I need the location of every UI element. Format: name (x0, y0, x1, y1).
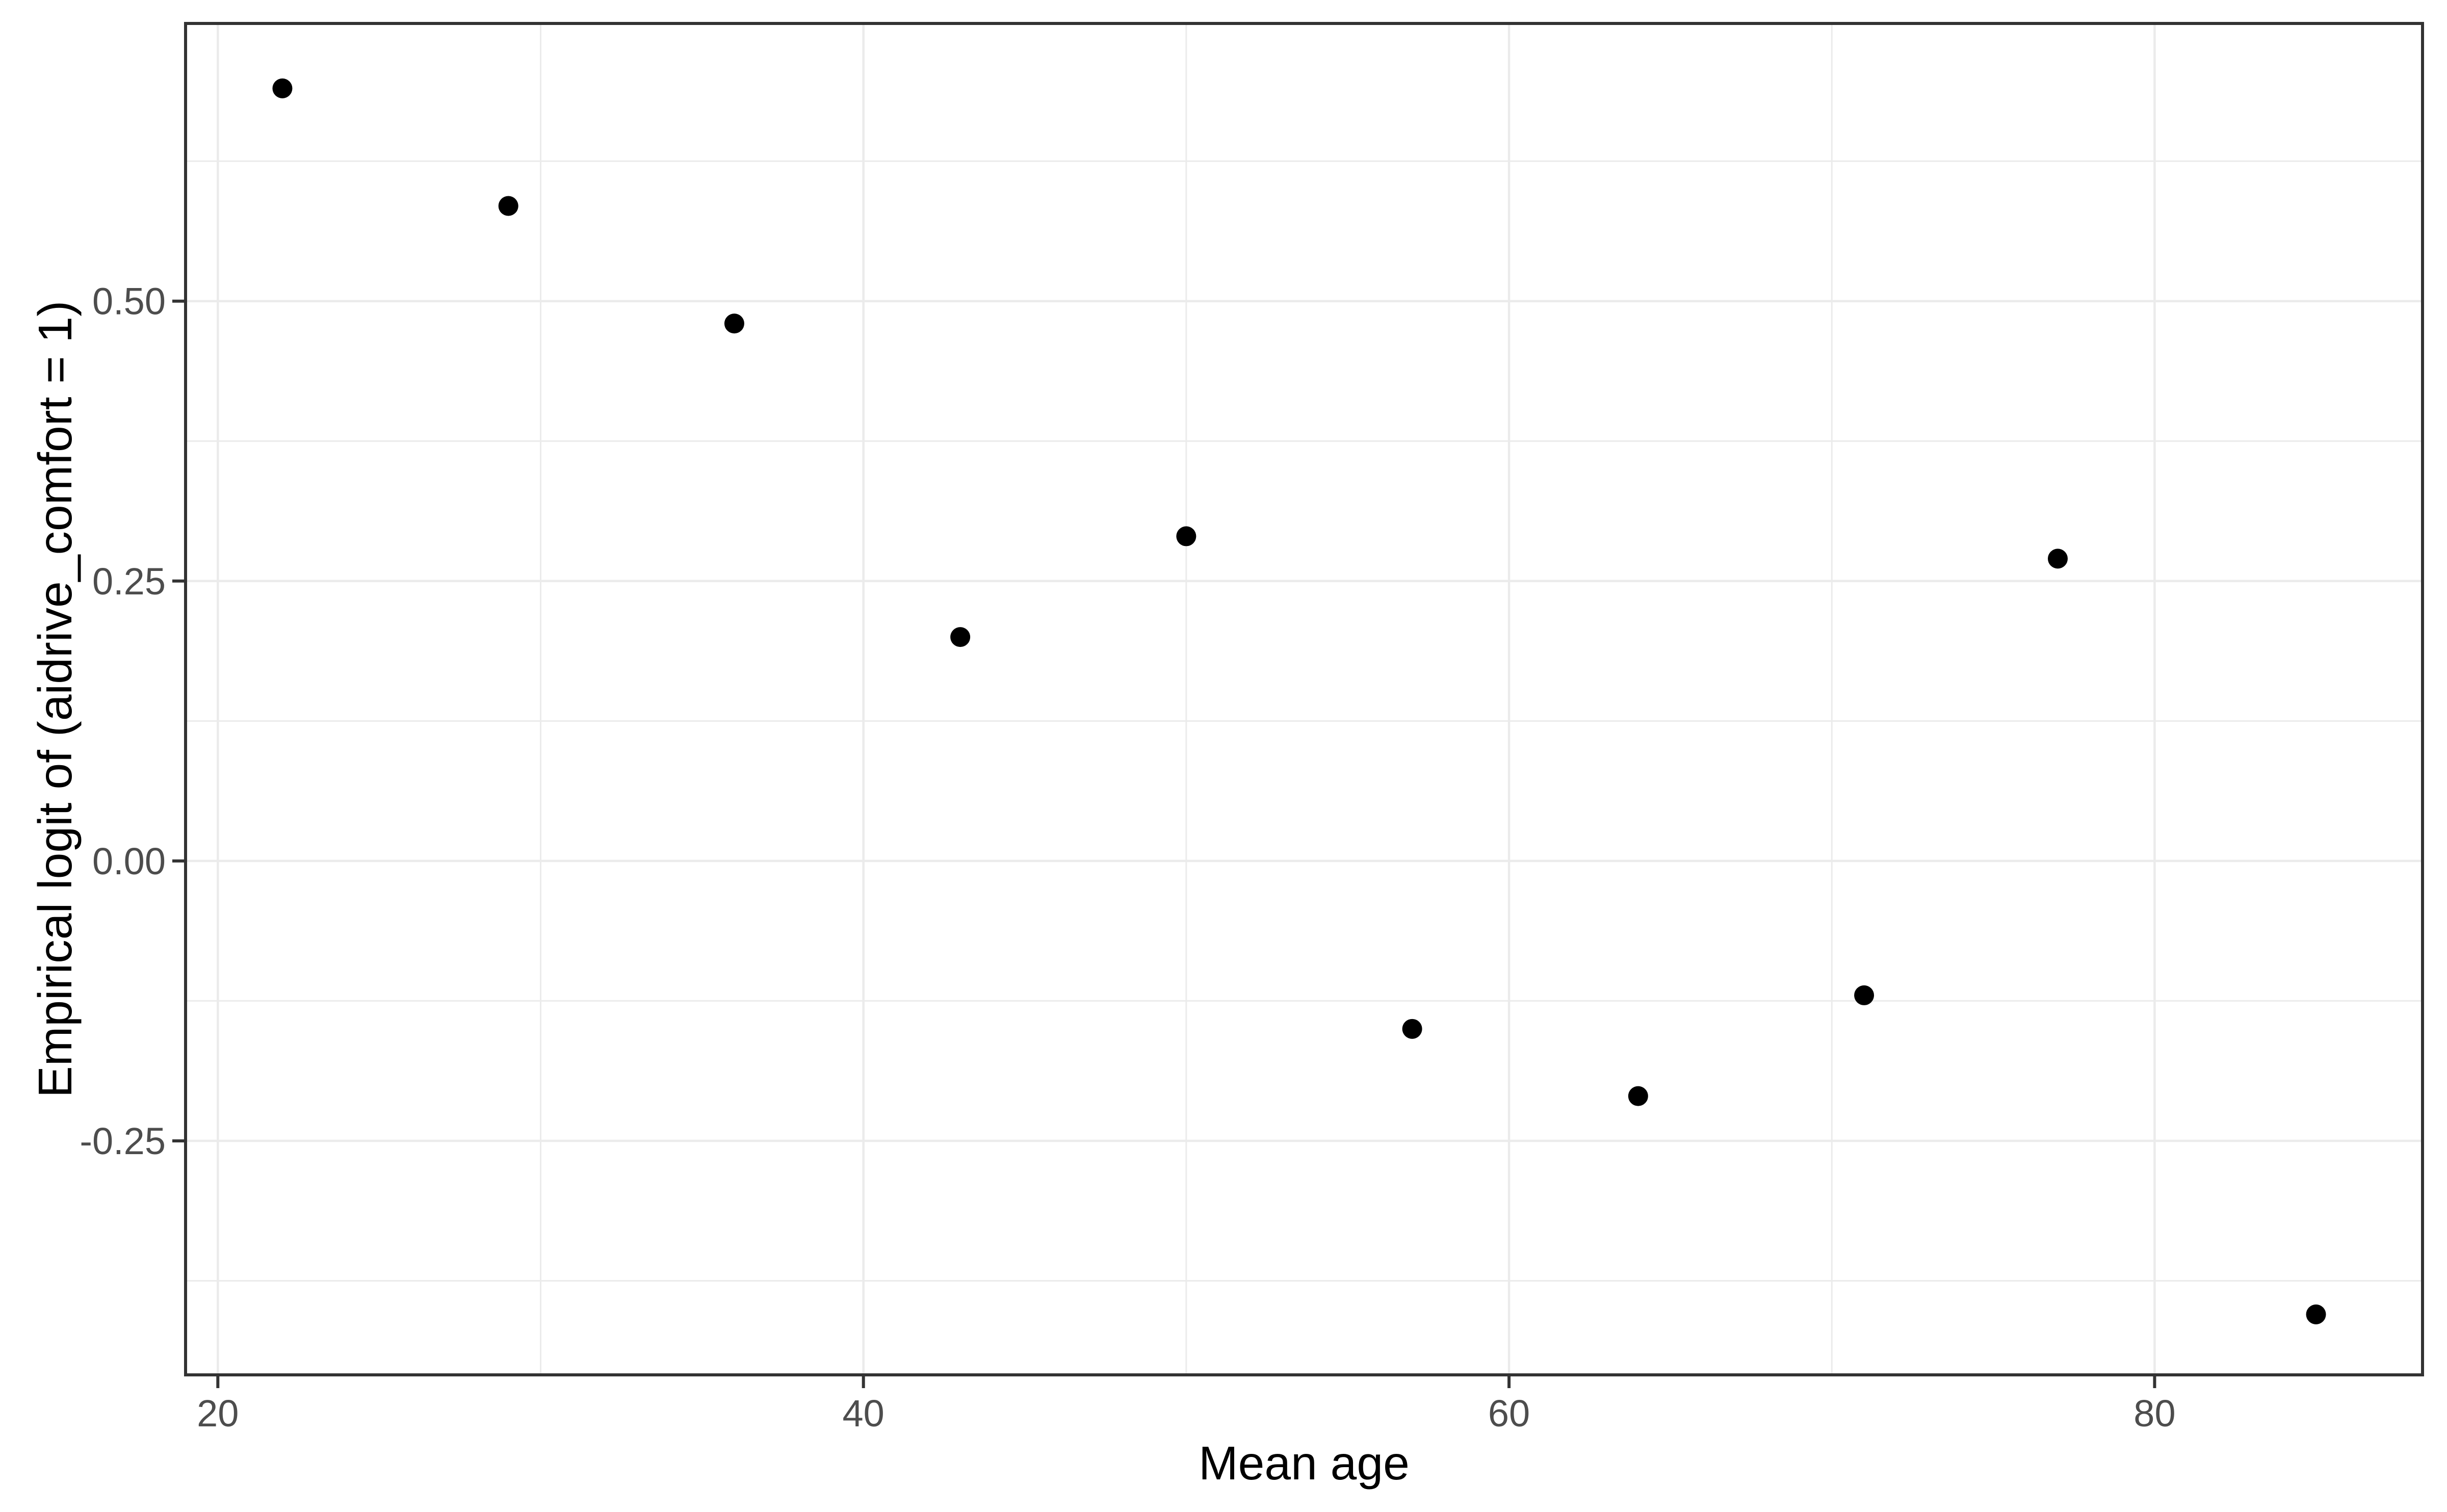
scatter-point (2306, 1304, 2326, 1324)
y-tick-label: 0.00 (92, 840, 166, 882)
x-tick-label: 40 (843, 1392, 884, 1435)
y-tick-label: 0.50 (92, 280, 166, 323)
y-axis-title: Empirical logit of (aidrive_comfort = 1) (29, 301, 82, 1098)
data-points (272, 78, 2326, 1324)
scatter-point (724, 314, 744, 334)
major-gridlines (186, 23, 2423, 1375)
axis-tick-marks (172, 299, 2156, 1388)
scatter-point (950, 627, 971, 647)
scatter-point (2047, 549, 2068, 569)
x-tick-label: 20 (197, 1392, 239, 1435)
scatter-point (1176, 526, 1196, 546)
scatter-point (498, 196, 518, 216)
x-axis-title: Mean age (1199, 1437, 1410, 1490)
y-tick-label: -0.25 (80, 1120, 166, 1162)
x-tick-label: 80 (2133, 1392, 2175, 1435)
scatter-point (1628, 1086, 1648, 1106)
scatter-point (1854, 985, 1875, 1005)
scatter-point (272, 78, 293, 98)
y-tick-label: 0.25 (92, 560, 166, 603)
scatter-point (1402, 1019, 1422, 1039)
axis-tick-labels: 20 40 60 80 0.50 0.25 0.00 -0.25 (80, 280, 2175, 1435)
x-tick-label: 60 (1488, 1392, 1530, 1435)
minor-gridlines (186, 23, 2423, 1375)
panel-border (184, 22, 2424, 1376)
